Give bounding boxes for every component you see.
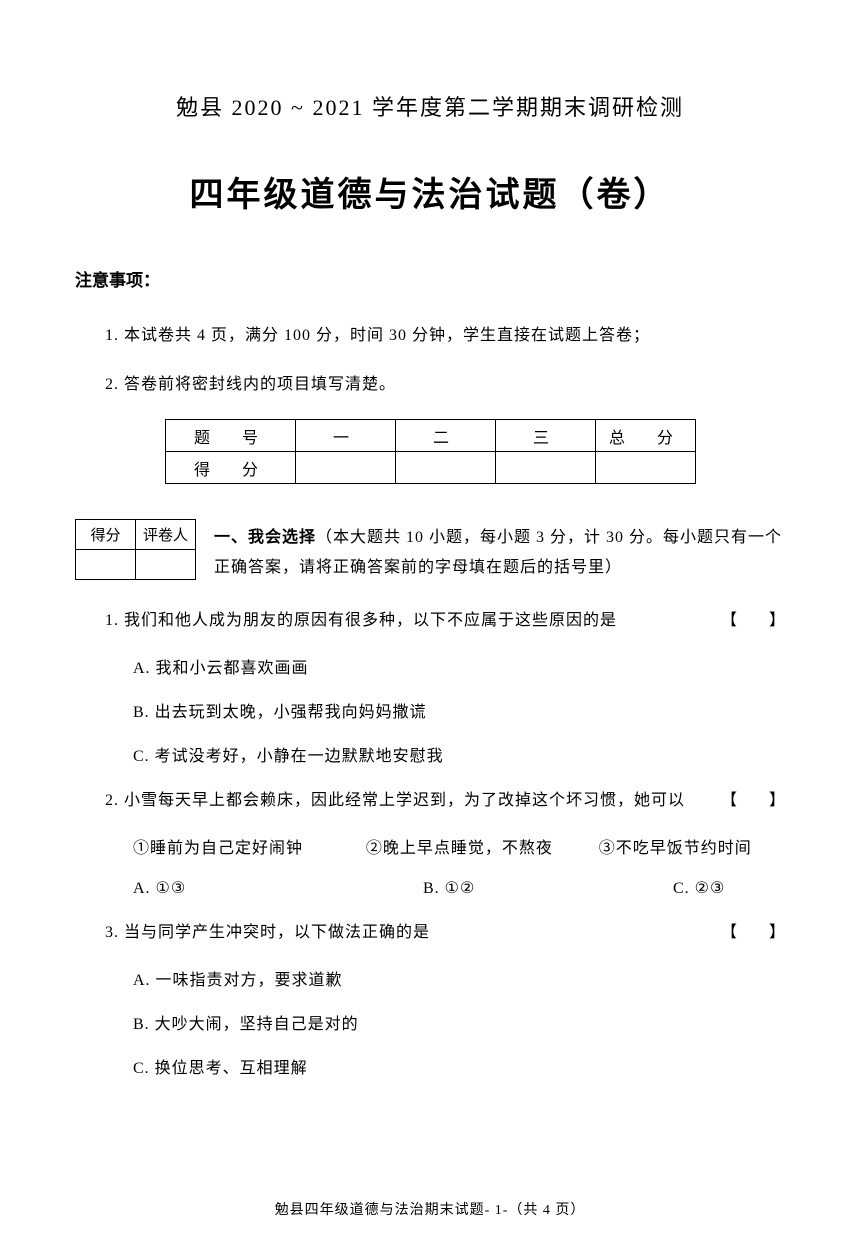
question-3-option-a: A. 一味指责对方，要求道歉 [133,966,785,990]
notice-label: 注意事项： [75,266,785,291]
question-2-choice-c: C. ②③ [673,878,725,898]
grader-name-cell [136,550,196,580]
question-2: 2. 小雪每天早上都会赖床，因此经常上学迟到，为了改掉这个坏习惯，她可以 【 】… [75,788,785,898]
question-1-option-b: B. 出去玩到太晚，小强帮我向妈妈撒谎 [133,698,785,722]
grader-table: 得分 评卷人 [75,519,196,580]
score-cell-total [595,452,695,484]
question-2-suboptions: ①睡前为自己定好闹钟 ②晚上早点睡觉，不熬夜 ③不吃早饭节约时间 [133,834,785,858]
grader-score-cell [76,550,136,580]
section-1-instructions: 一、我会选择（本大题共 10 小题，每小题 3 分，计 30 分。每小题只有一个… [214,519,785,583]
notice-item-2: 2. 答卷前将密封线内的项目填写清楚。 [105,370,785,394]
score-header-total: 总 分 [595,420,695,452]
answer-bracket: 【 】 [721,608,785,634]
score-header-3: 三 [495,420,595,452]
question-3-option-b: B. 大吵大闹，坚持自己是对的 [133,1010,785,1034]
score-header-label: 题 号 [165,420,295,452]
answer-bracket: 【 】 [721,788,785,814]
question-2-sub-1: ①睡前为自己定好闹钟 [133,834,366,858]
notice-item-1: 1. 本试卷共 4 页，满分 100 分，时间 30 分钟，学生直接在试题上答卷… [105,321,785,345]
exam-title: 四年级道德与法治试题（卷） [75,167,785,216]
question-3-text: 3. 当与同学产生冲突时，以下做法正确的是 [105,924,430,941]
score-row-label: 得 分 [165,452,295,484]
exam-header: 勉县 2020 ~ 2021 学年度第二学期期末调研检测 [75,90,785,122]
score-cell-1 [295,452,395,484]
score-header-2: 二 [395,420,495,452]
question-2-choice-b: B. ①② [423,878,673,898]
section-1-header: 得分 评卷人 一、我会选择（本大题共 10 小题，每小题 3 分，计 30 分。… [75,519,785,583]
answer-bracket: 【 】 [721,920,785,946]
page-footer: 勉县四年级道德与法治期末试题- 1-（共 4 页） [0,1199,860,1219]
question-3: 3. 当与同学产生冲突时，以下做法正确的是 【 】 A. 一味指责对方，要求道歉… [75,920,785,1078]
question-2-choice-a: A. ①③ [133,878,423,898]
grader-name-label: 评卷人 [136,520,196,550]
score-cell-3 [495,452,595,484]
question-1: 1. 我们和他人成为朋友的原因有很多种，以下不应属于这些原因的是 【 】 A. … [75,608,785,766]
question-1-stem: 1. 我们和他人成为朋友的原因有很多种，以下不应属于这些原因的是 【 】 [105,608,785,634]
question-2-text: 2. 小雪每天早上都会赖床，因此经常上学迟到，为了改掉这个坏习惯，她可以 [105,792,685,809]
question-3-option-c: C. 换位思考、互相理解 [133,1054,785,1078]
section-1-bold: 一、我会选择 [214,529,316,546]
question-3-stem: 3. 当与同学产生冲突时，以下做法正确的是 【 】 [105,920,785,946]
score-summary-table: 题 号 一 二 三 总 分 得 分 [165,419,696,484]
question-1-option-a: A. 我和小云都喜欢画画 [133,654,785,678]
question-1-option-c: C. 考试没考好，小静在一边默默地安慰我 [133,742,785,766]
question-2-sub-2: ②晚上早点睡觉，不熬夜 [366,834,599,858]
question-2-choices: A. ①③ B. ①② C. ②③ [133,878,785,898]
question-2-sub-3: ③不吃早饭节约时间 [599,834,785,858]
score-cell-2 [395,452,495,484]
question-2-stem: 2. 小雪每天早上都会赖床，因此经常上学迟到，为了改掉这个坏习惯，她可以 【 】 [105,788,785,814]
question-1-text: 1. 我们和他人成为朋友的原因有很多种，以下不应属于这些原因的是 [105,612,617,629]
grader-score-label: 得分 [76,520,136,550]
score-header-1: 一 [295,420,395,452]
